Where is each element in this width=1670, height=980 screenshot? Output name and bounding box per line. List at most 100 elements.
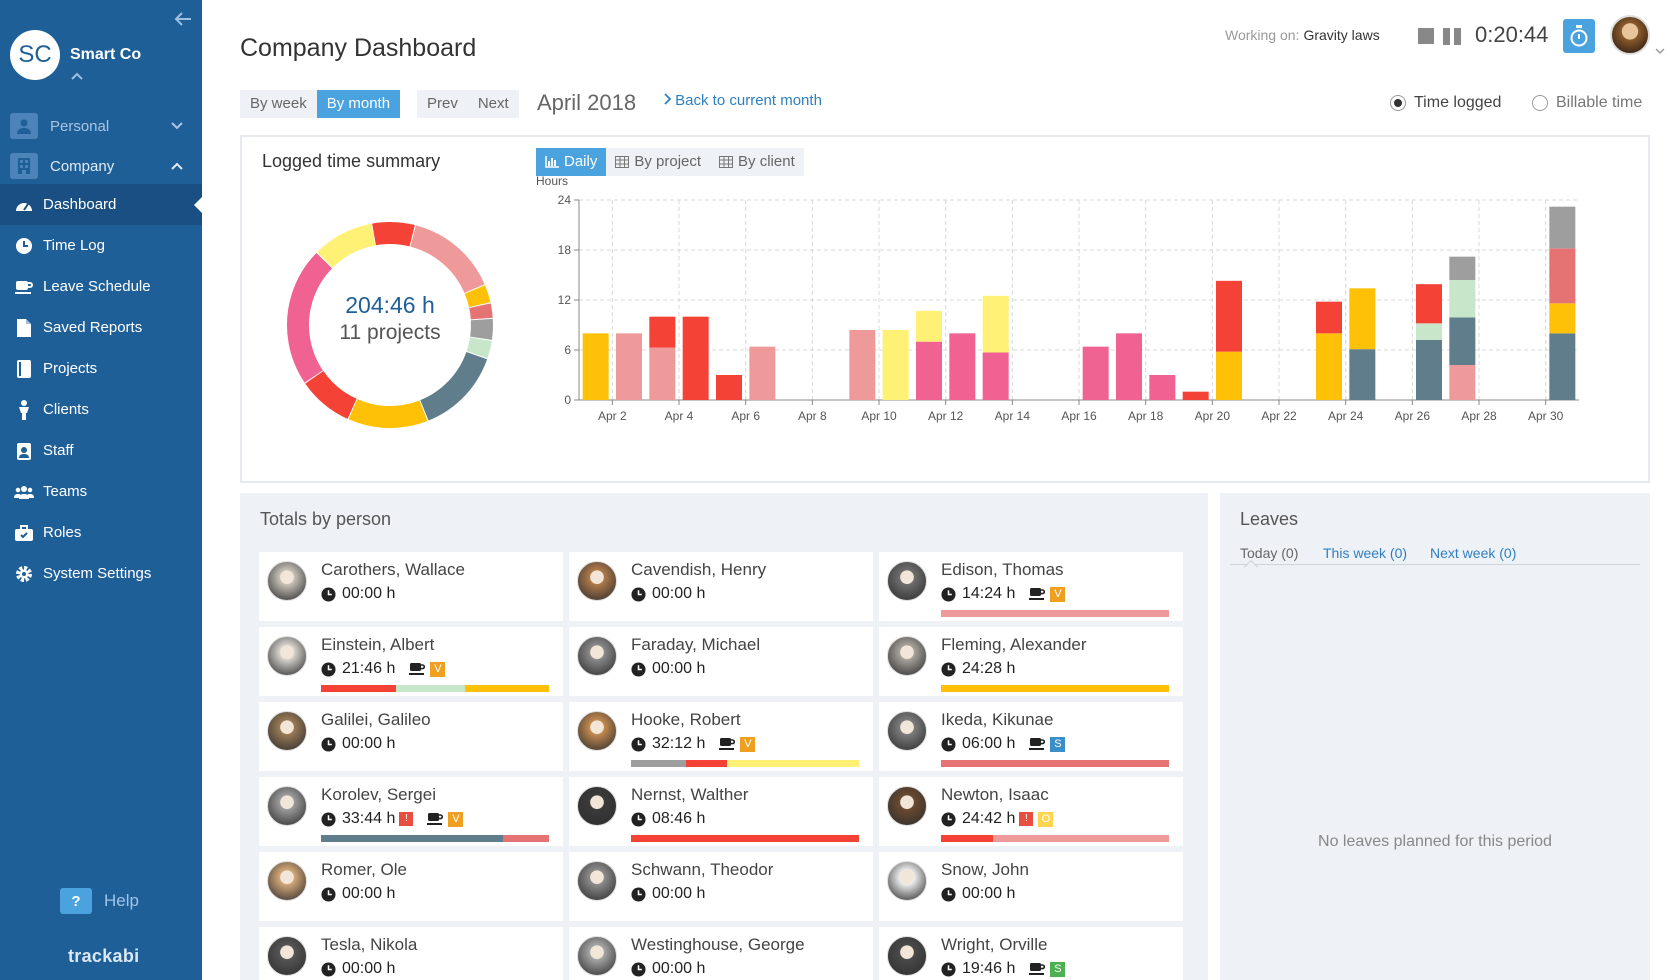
person-card[interactable]: Korolev, Sergei 33:44 h! V [259,777,563,846]
sidebar-item-teams[interactable]: Teams [0,471,202,512]
person-card[interactable]: Galilei, Galileo 00:00 h [259,702,563,771]
bar-segment[interactable] [649,316,676,348]
working-on-task[interactable]: Gravity laws [1303,27,1380,43]
collapse-sidebar-icon[interactable] [172,8,194,30]
bar-segment[interactable] [1549,206,1576,249]
by-week-button[interactable]: By week [240,90,317,118]
sidebar-item-time-log[interactable]: Time Log [0,225,202,266]
bar-segment[interactable] [682,316,709,400]
prev-button[interactable]: Prev [417,90,468,118]
bar-segment[interactable] [1449,365,1476,400]
bar-segment[interactable] [1182,391,1209,400]
section-company[interactable]: Company [0,146,202,186]
person-card[interactable]: Schwann, Theodor 00:00 h [569,852,873,921]
stopwatch-button[interactable] [1563,19,1595,53]
stop-timer-button[interactable] [1418,28,1434,44]
person-card[interactable]: Carothers, Wallace 00:00 h [259,552,563,621]
sidebar-item-projects[interactable]: Projects [0,348,202,389]
person-card[interactable]: Wright, Orville 19:46 h S [879,927,1183,980]
sidebar-item-system-settings[interactable]: System Settings [0,553,202,594]
person-hours: 14:24 h [962,585,1016,602]
bar-segment[interactable] [1316,301,1342,334]
donut-segment[interactable] [283,218,496,431]
sidebar-item-saved-reports[interactable]: Saved Reports [0,307,202,348]
person-card[interactable]: Einstein, Albert 21:46 h V [259,627,563,696]
bar-segment[interactable] [916,310,942,342]
bar-segment[interactable] [949,333,976,400]
sidebar-item-leave-schedule[interactable]: Leave Schedule [0,266,202,307]
bar-segment[interactable] [1349,349,1376,400]
sidebar-item-roles[interactable]: Roles [0,512,202,553]
tab-by-project[interactable]: By project [606,148,711,176]
person-card[interactable]: Tesla, Nikola 00:00 h [259,927,563,980]
bar-segment[interactable] [916,341,942,400]
person-hours: 00:00 h [652,585,706,602]
bar-segment[interactable] [1416,284,1442,324]
bar-segment[interactable] [1149,375,1176,400]
person-card[interactable]: Westinghouse, George 00:00 h [569,927,873,980]
bar-segment[interactable] [1116,333,1142,400]
bar-segment[interactable] [1549,303,1576,334]
sidebar-item-dashboard[interactable]: Dashboard [0,184,202,225]
bar-segment[interactable] [1449,256,1476,280]
person-card[interactable]: Hooke, Robert 32:12 h V [569,702,873,771]
bar-segment[interactable] [1316,333,1342,400]
user-icon [10,113,38,139]
person-card[interactable]: Edison, Thomas 14:24 h V [879,552,1183,621]
bar-segment[interactable] [1216,351,1242,400]
radio-time-logged[interactable]: Time logged [1390,94,1501,112]
person-card[interactable]: Nernst, Walther 08:46 h [569,777,873,846]
by-month-button[interactable]: By month [316,90,401,118]
bar-segment[interactable] [982,352,1009,401]
bar-segment[interactable] [1416,323,1442,340]
bar-segment[interactable] [1416,340,1442,400]
chevron-up-icon[interactable] [70,68,84,80]
bar-segment[interactable] [1549,248,1576,304]
person-card[interactable]: Ikeda, Kikunae 06:00 h S [879,702,1183,771]
tab-next-week[interactable]: Next week (0) [1430,545,1517,561]
help-link[interactable]: ? Help [60,888,139,914]
user-avatar[interactable] [1610,15,1650,55]
person-card[interactable]: Romer, Ole 00:00 h [259,852,563,921]
bar-segment[interactable] [749,346,776,400]
bar-segment[interactable] [1449,317,1476,366]
sidebar-item-staff[interactable]: Staff [0,430,202,471]
org-switcher[interactable]: SC Smart Co [10,30,141,80]
bar-chart-icon [545,156,559,168]
bar-segment[interactable] [849,330,876,400]
bar-segment[interactable] [716,375,742,400]
bar-segment[interactable] [1082,346,1109,400]
leave-type-badge: V [740,736,756,752]
bar-segment[interactable] [882,330,909,400]
person-card[interactable]: Cavendish, Henry 00:00 h [569,552,873,621]
person-card[interactable]: Fleming, Alexander 24:28 h [879,627,1183,696]
section-personal[interactable]: Personal [0,106,202,146]
chevron-right-icon [664,93,672,105]
bar-segment[interactable] [582,333,609,400]
bar-segment[interactable] [1216,280,1242,352]
person-card[interactable]: Snow, John 00:00 h [879,852,1183,921]
tab-today[interactable]: Today (0) [1240,545,1299,561]
sidebar-item-clients[interactable]: Clients [0,389,202,430]
person-card[interactable]: Newton, Isaac 24:42 h! O [879,777,1183,846]
back-to-current-month-link[interactable]: Back to current month [663,92,822,109]
bar-segment[interactable] [616,333,642,400]
donut-segment[interactable] [283,218,496,431]
bar-segment[interactable] [1549,333,1576,400]
person-icon [14,399,34,420]
pause-timer-button[interactable] [1443,28,1461,45]
next-button[interactable]: Next [467,90,519,118]
donut-segment[interactable] [283,218,496,431]
bar-segment[interactable] [1449,280,1476,318]
chevron-down-icon[interactable] [1655,42,1665,55]
radio-billable-time[interactable]: Billable time [1532,94,1642,112]
file-icon [14,318,34,338]
person-name: Snow, John [941,860,1029,879]
tab-daily[interactable]: Daily [536,148,607,176]
bar-segment[interactable] [649,347,676,401]
tab-by-client[interactable]: By client [710,148,804,176]
bar-segment[interactable] [982,295,1009,353]
person-card[interactable]: Faraday, Michael 00:00 h [569,627,873,696]
bar-segment[interactable] [1349,288,1376,350]
tab-this-week[interactable]: This week (0) [1323,545,1408,561]
